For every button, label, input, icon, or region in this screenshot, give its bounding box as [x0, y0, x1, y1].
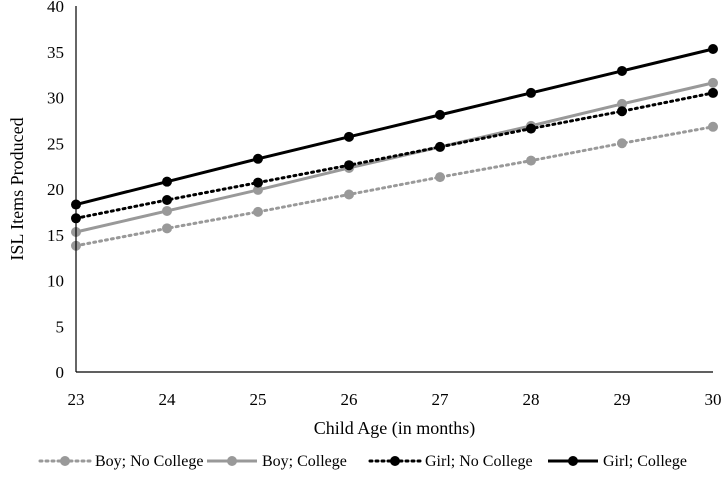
x-tick-label: 28 [523, 390, 540, 409]
y-tick-label: 40 [47, 0, 64, 16]
series-line [75, 47, 714, 207]
y-tick-label: 15 [47, 226, 64, 245]
legend: Boy; No College Boy; College Girl; No Coll… [38, 453, 687, 470]
data-point [253, 184, 263, 195]
data-point [617, 65, 627, 76]
data-point [344, 131, 354, 142]
x-tick-label: 24 [159, 390, 177, 409]
legend-label: Girl; No College [425, 453, 533, 470]
data-point [435, 141, 445, 152]
series-3 [71, 87, 718, 224]
x-tick-label: 26 [341, 390, 358, 409]
y-axis-title: ISL Items Produced [7, 117, 27, 260]
data-point [162, 205, 172, 216]
data-point [344, 160, 354, 171]
legend-item: Girl; College [548, 453, 687, 470]
x-axis-ticks: 23 24 25 26 27 28 29 30 [68, 390, 722, 409]
data-point [708, 44, 718, 55]
data-point [435, 172, 445, 183]
data-point [344, 189, 354, 200]
x-tick-label: 29 [614, 390, 631, 409]
x-tick-label: 25 [250, 390, 267, 409]
data-point [617, 106, 627, 117]
data-point [162, 176, 172, 187]
series-line [74, 91, 715, 220]
legend-item: Girl; No College [368, 453, 533, 470]
x-tick-label: 30 [705, 390, 722, 409]
legend-swatch-marker [227, 456, 237, 466]
data-point [253, 177, 263, 188]
data-point [708, 77, 718, 88]
legend-swatch-marker [60, 456, 70, 466]
legend-item: Boy; College [207, 453, 347, 470]
y-tick-label: 25 [47, 134, 64, 153]
data-point [526, 155, 536, 166]
data-point [526, 123, 536, 134]
data-point [253, 153, 263, 164]
data-point [708, 87, 718, 98]
data-point [435, 109, 445, 120]
data-point [617, 98, 627, 109]
y-tick-label: 30 [47, 89, 64, 108]
x-axis-title: Child Age (in months) [314, 418, 476, 439]
series-1 [71, 121, 718, 251]
data-point [253, 206, 263, 217]
y-tick-label: 0 [56, 363, 65, 382]
legend-swatch-marker [568, 456, 578, 466]
legend-swatch-marker [390, 456, 400, 466]
y-tick-label: 35 [47, 43, 64, 62]
data-point [162, 223, 172, 234]
x-tick-label: 27 [432, 390, 450, 409]
data-point [526, 87, 536, 98]
y-tick-label: 20 [47, 180, 64, 199]
data-point [617, 138, 627, 149]
data-point [708, 121, 718, 132]
legend-label: Girl; College [603, 453, 687, 470]
legend-label: Boy; College [262, 453, 347, 470]
series-line [74, 125, 715, 248]
series-layer [71, 44, 718, 251]
y-tick-label: 10 [47, 272, 64, 291]
data-point [162, 194, 172, 205]
legend-item: Boy; No College [38, 453, 203, 470]
y-tick-label: 5 [56, 317, 65, 336]
y-axis-ticks: 0 5 10 15 20 25 30 35 40 [47, 0, 64, 382]
x-tick-label: 23 [68, 390, 85, 409]
legend-label: Boy; No College [95, 453, 203, 470]
series-4 [71, 44, 718, 210]
